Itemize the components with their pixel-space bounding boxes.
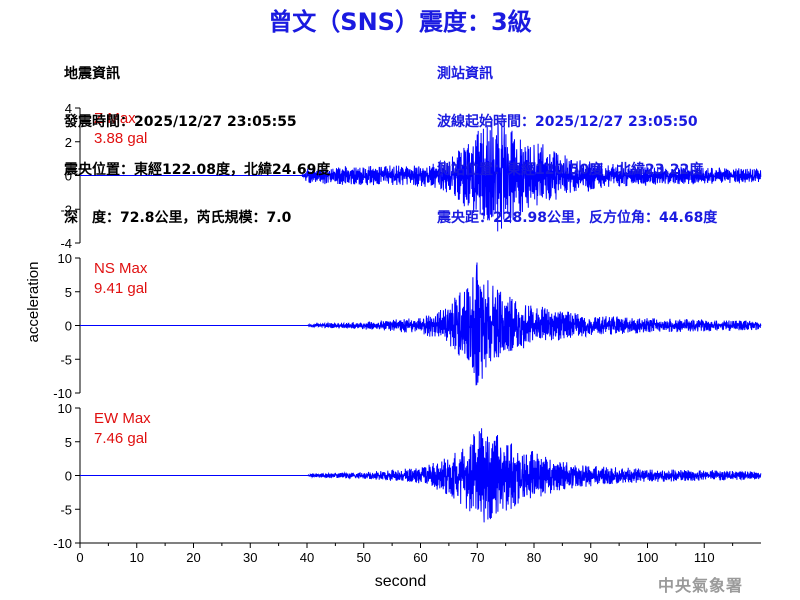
x-axis-title: second — [375, 573, 427, 590]
y-tick-label: -10 — [53, 536, 72, 551]
x-tick-label: 50 — [357, 550, 371, 565]
y-tick-label: -10 — [53, 386, 72, 401]
waveform-z — [80, 120, 762, 232]
y-tick-label: -4 — [60, 236, 72, 251]
waveform-ns — [80, 262, 762, 386]
x-tick-label: 30 — [243, 550, 257, 565]
max-label-ew: EW Max — [94, 410, 151, 427]
x-tick-label: 10 — [130, 550, 144, 565]
x-tick-label: 60 — [413, 550, 427, 565]
quake-info-block: 地震資訊 發震時間：2025/12/27 23:05:55 震央位置：東經122… — [64, 34, 330, 242]
y-axis-title: acceleration — [25, 262, 42, 343]
x-tick-label: 110 — [694, 550, 715, 565]
origin-time: 發震時間：2025/12/27 23:05:55 — [64, 114, 297, 130]
y-tick-label: 4 — [65, 101, 72, 116]
station-location: 測站位置：東經120.50度，北緯23.22度 — [437, 162, 704, 178]
max-value-ns: 9.41 gal — [94, 280, 147, 297]
max-label-z: Z Max — [94, 110, 136, 127]
epicenter: 震央位置：東經122.08度，北緯24.69度 — [64, 162, 331, 178]
x-tick-label: 100 — [637, 550, 659, 565]
y-tick-label: -5 — [60, 502, 72, 517]
y-tick-label: 2 — [65, 135, 72, 150]
max-value-ew: 7.46 gal — [94, 430, 147, 447]
agency-watermark: 中央氣象署 — [658, 576, 744, 595]
y-tick-label: 5 — [65, 285, 72, 300]
wave-start-time: 波線起始時間：2025/12/27 23:05:50 — [437, 114, 698, 130]
distance-azimuth: 震央距：228.98公里，反方位角：44.68度 — [437, 210, 718, 226]
depth-magnitude: 深 度：72.8公里，芮氏規模：7.0 — [64, 210, 292, 226]
max-value-z: 3.88 gal — [94, 130, 147, 147]
y-tick-label: 0 — [65, 319, 72, 334]
waveform-ew — [80, 428, 762, 523]
y-tick-label: -5 — [60, 352, 72, 367]
y-tick-label: -2 — [60, 202, 72, 217]
y-tick-label: 10 — [58, 251, 72, 266]
y-tick-label: 0 — [65, 469, 72, 484]
x-tick-label: 90 — [584, 550, 598, 565]
page-title: 曾文（SNS）震度：3級 — [268, 8, 532, 36]
y-tick-label: 5 — [65, 435, 72, 450]
max-label-ns: NS Max — [94, 260, 148, 277]
y-tick-label: 0 — [65, 169, 72, 184]
x-tick-label: 70 — [470, 550, 484, 565]
quake-info-heading: 地震資訊 — [64, 66, 120, 82]
station-info-heading: 測站資訊 — [437, 66, 493, 82]
x-tick-label: 20 — [186, 550, 200, 565]
x-tick-label: 0 — [76, 550, 83, 565]
y-tick-label: 10 — [58, 401, 72, 416]
x-tick-label: 40 — [300, 550, 314, 565]
x-tick-label: 80 — [527, 550, 541, 565]
station-info-block: 測站資訊 波線起始時間：2025/12/27 23:05:50 測站位置：東經1… — [437, 34, 717, 242]
